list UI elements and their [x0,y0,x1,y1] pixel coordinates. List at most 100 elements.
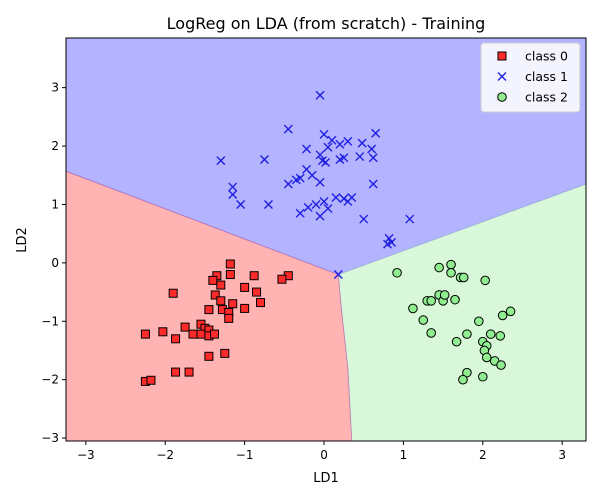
data-point-class-0 [196,329,206,339]
marker-stroke [228,182,238,192]
data-point-class-1 [347,192,357,202]
data-point-class-2 [496,360,506,370]
marker-stroke [339,153,349,163]
data-point-class-1 [315,211,325,221]
marker-stroke [307,170,317,180]
data-point-class-1 [291,175,301,185]
x-tick-label: 2 [479,448,487,462]
marker-stroke [216,156,226,166]
marker-stroke [371,128,381,138]
data-point-class-1 [236,199,246,209]
data-point-class-0 [171,334,181,344]
legend-marker [497,72,507,81]
data-point-class-2 [458,272,469,283]
data-point-class-0 [171,367,181,377]
data-point-class-1 [259,154,269,164]
x-axis-label: LD1 [313,471,339,486]
marker-stroke [347,192,357,202]
data-point-class-2 [505,306,516,317]
marker-stroke [319,197,329,207]
marker-stroke [317,156,327,166]
data-point-class-1 [357,138,367,148]
marker-stroke [368,179,378,189]
data-point-class-0 [188,329,198,339]
data-point-class-1 [303,202,313,212]
marker-stroke [315,90,325,100]
data-point-class-1 [228,190,238,200]
y-axis-label: LD2 [15,227,30,253]
data-point-class-1 [283,124,293,134]
y-tick-label: 3 [51,81,59,95]
marker-stroke [339,194,349,204]
marker-stroke [327,135,337,145]
legend-marker [497,51,507,61]
y-tick-label: 2 [51,139,59,153]
marker-stroke [323,204,333,214]
series-class-1 [216,90,415,280]
data-point-class-1 [368,153,378,163]
marker-stroke [357,138,367,148]
decision-boundary-line [66,170,353,441]
marker-stroke [368,153,378,163]
marker-stroke [315,177,325,187]
data-point-class-1 [302,144,312,154]
data-point-class-0 [216,296,226,306]
series-class-0 [140,259,293,386]
data-point-class-0 [204,305,214,315]
data-point-class-2 [439,290,450,300]
data-point-class-2 [477,371,488,382]
y-tick-label: 0 [51,256,59,270]
data-point-class-2 [434,262,444,273]
data-point-class-1 [371,128,381,138]
data-point-class-2 [450,294,460,305]
data-point-class-1 [335,139,345,149]
data-point-class-0 [249,271,259,281]
x-axis-ticks: −3 −2 −1 0 1 2 3 [77,441,566,462]
marker-stroke [315,211,325,221]
marker-stroke [236,199,246,209]
data-point-class-2 [480,275,490,286]
legend-label: class 1 [525,69,568,84]
legend-item-class-2: class 2 [497,90,568,105]
legend-marker [497,92,507,102]
data-point-class-0 [240,282,250,292]
data-point-class-2 [462,367,472,378]
data-point-class-2 [446,259,456,270]
marker-stroke [335,139,345,149]
data-point-class-2 [426,296,436,306]
marker-stroke [384,233,394,243]
data-point-class-1 [315,150,325,160]
data-point-class-1 [321,157,331,167]
marker-stroke [343,136,353,146]
data-point-class-2 [392,267,402,278]
data-point-class-0 [277,274,287,284]
data-point-class-2 [446,267,456,278]
data-point-class-0 [256,298,266,308]
decision-region-class-2 [338,184,586,441]
marker-stroke [331,192,341,202]
legend-item-class-1: class 1 [497,69,568,84]
x-tick-label: 3 [558,448,566,462]
legend-label: class 2 [525,90,568,105]
data-point-class-1 [333,270,343,280]
data-point-class-0 [146,375,156,385]
data-point-class-0 [204,351,214,361]
x-tick-label: −2 [156,448,174,462]
y-tick-label: −1 [41,314,59,328]
data-point-class-2 [458,374,468,385]
data-point-class-2 [481,352,492,363]
data-point-class-1 [384,233,394,243]
marker-stroke [263,199,273,209]
data-point-class-1 [319,129,329,139]
marker-stroke [497,72,507,81]
marker-stroke [228,190,238,200]
marker-stroke [291,175,301,185]
data-point-class-1 [216,156,226,166]
data-point-class-1 [339,153,349,163]
marker-stroke [383,239,393,249]
data-point-class-1 [405,214,415,224]
data-point-class-1 [343,136,353,146]
marker-stroke [295,208,305,218]
data-point-class-1 [295,208,305,218]
x-tick-label: −3 [77,448,95,462]
